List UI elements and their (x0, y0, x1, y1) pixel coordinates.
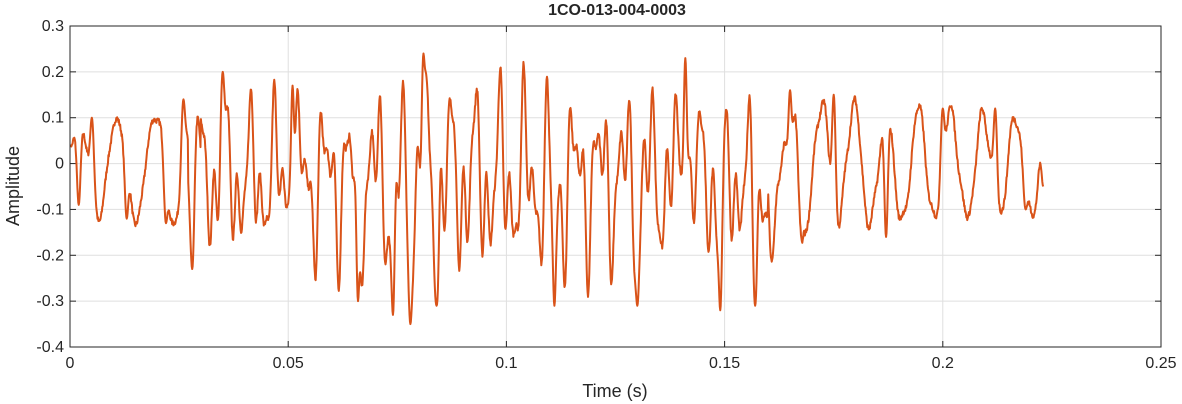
tick-labels: 0 0.05 0.1 0.15 0.2 0.25 -0.4 -0.3 -0.2 -0.1 0 0.1 0… (36, 18, 1176, 372)
x-tick-label: 0.1 (495, 355, 517, 372)
y-tick-label: -0.3 (36, 293, 64, 310)
y-tick-label: -0.1 (36, 201, 64, 218)
y-tick-label: -0.2 (36, 247, 64, 264)
y-tick-label: 0 (55, 156, 64, 173)
x-tick-label: 0.15 (709, 355, 740, 372)
x-axis-label: Time (s) (582, 381, 647, 401)
plot-frame (69, 25, 1162, 348)
x-tick-label: 0.2 (932, 355, 954, 372)
series-line (69, 52, 1045, 326)
y-tick-label: 0.3 (42, 18, 64, 35)
x-tick-label: 0.05 (273, 355, 304, 372)
chart-title: 1CO-013-004-0003 (548, 2, 686, 19)
y-tick-label: -0.4 (36, 339, 64, 356)
y-tick-label: 0.1 (42, 110, 64, 127)
x-tick-label: 0 (66, 355, 75, 372)
x-tick-label: 0.25 (1145, 355, 1176, 372)
signal-series (69, 52, 1045, 326)
y-axis-label: Amplitude (3, 146, 23, 226)
y-tick-label: 0.2 (42, 64, 64, 81)
